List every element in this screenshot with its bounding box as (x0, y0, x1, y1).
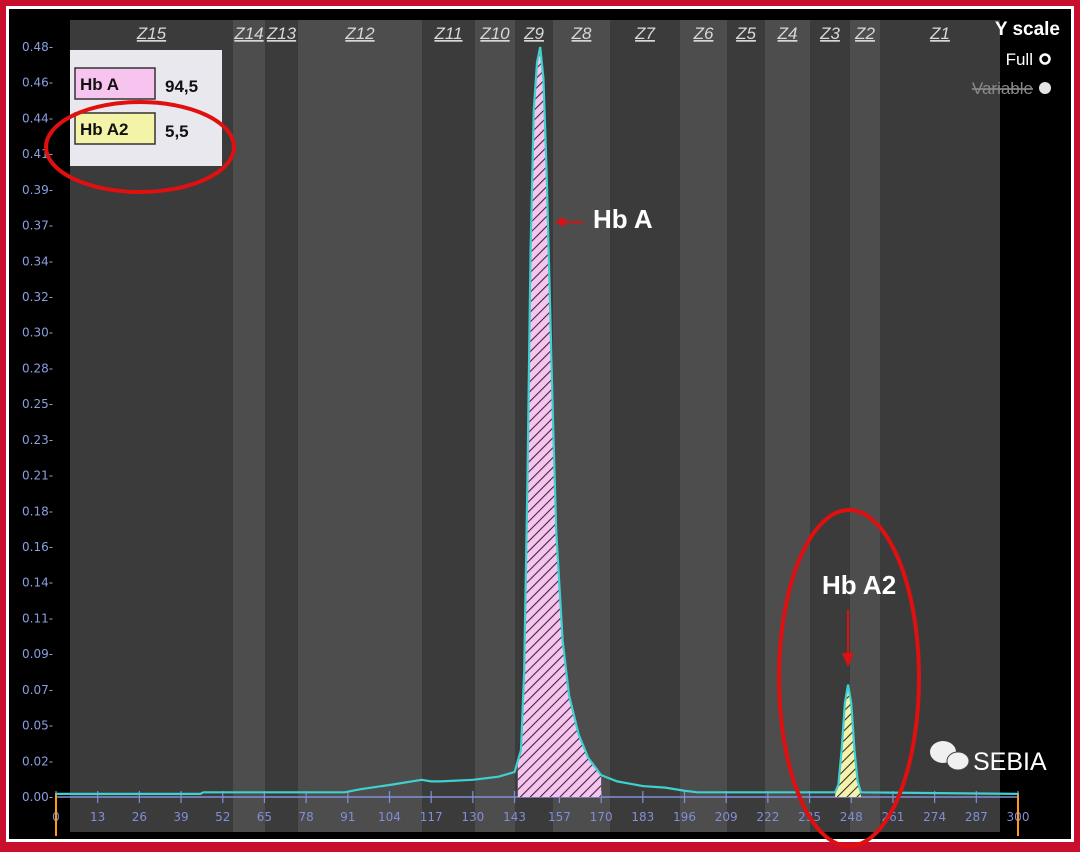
x-tick-label: 39 (173, 810, 188, 824)
annotation-hba2-label: Hb A2 (822, 570, 896, 600)
y-scale-variable-label[interactable]: Variable (972, 79, 1033, 98)
y-tick-label: 0.11- (22, 611, 53, 625)
zone-label-z13: Z13 (266, 24, 297, 43)
legend-label-hba: Hb A (80, 75, 119, 94)
x-tick-label: 248 (840, 810, 863, 824)
y-tick-label: 0.09- (22, 647, 53, 661)
legend-swatch-hba2 (74, 112, 156, 145)
y-scale-variable-radio[interactable]: Variable (972, 79, 1051, 98)
x-tick-label: 222 (756, 810, 779, 824)
peak-fill-hba-hatch (517, 47, 602, 797)
zone-label-z3: Z3 (819, 24, 840, 43)
zone-band-z4 (765, 20, 810, 832)
y-tick-label: 0.44- (22, 111, 53, 125)
zone-label-z15: Z15 (136, 24, 167, 43)
y-tick-label: 0.14- (22, 576, 53, 590)
y-tick-label: 0.46- (22, 76, 53, 90)
zone-band-z10 (475, 20, 515, 832)
y-tick-label: 0.18- (22, 504, 53, 518)
x-tick-label: 170 (590, 810, 613, 824)
x-tick-label: 274 (923, 810, 946, 824)
zone-label-z6: Z6 (693, 24, 714, 43)
zone-band-z6 (680, 20, 727, 832)
y-tick-label: 0.00- (22, 790, 53, 804)
y-tick-label: 0.48- (22, 40, 53, 54)
radio-variable-icon[interactable] (1039, 82, 1051, 94)
x-tick-label: 78 (298, 810, 313, 824)
y-tick-label: 0.32- (22, 290, 53, 304)
legend: Hb A 94,5 Hb A2 5,5 (70, 50, 222, 166)
electrophoresis-curve (56, 46, 1019, 795)
peak-fill-hba2-hatch (835, 684, 861, 797)
y-scale-full-radio[interactable]: Full (1006, 50, 1051, 69)
legend-label-hba2: Hb A2 (80, 120, 129, 139)
watermark-text: SEBIA (973, 748, 1047, 776)
annotation-hba2: Hb A2 (822, 570, 896, 667)
annotation-hba-label: Hb A (593, 204, 653, 234)
zone-label-z1: Z1 (929, 24, 950, 43)
zone-label-z12: Z12 (344, 24, 375, 43)
arrowhead-icon (842, 653, 854, 667)
zone-label-z14: Z14 (233, 24, 263, 43)
arrowhead-icon (555, 217, 565, 227)
zone-band-z12 (298, 20, 422, 832)
x-tick-label: 157 (548, 810, 571, 824)
y-tick-label: 0.28- (22, 361, 53, 375)
x-tick-label: 287 (965, 810, 988, 824)
y-tick-label: 0.16- (22, 540, 53, 554)
y-tick-label: 0.23- (22, 433, 53, 447)
radio-full-icon[interactable] (1039, 53, 1051, 65)
y-tick-label: 0.02- (22, 754, 53, 768)
legend-value-hba: 94,5 (165, 77, 198, 96)
x-tick-label: 143 (503, 810, 526, 824)
x-tick-label: 130 (461, 810, 484, 824)
legend-value-hba2: 5,5 (165, 122, 189, 141)
zone-label-z7: Z7 (634, 24, 655, 43)
y-tick-label: 0.39- (22, 183, 53, 197)
y-tick-label: 0.25- (22, 397, 53, 411)
y-scale-control: Y scale Full Variable (972, 19, 1060, 98)
zone-label-z5: Z5 (735, 24, 756, 43)
x-tick-label: 91 (340, 810, 355, 824)
legend-swatch-hba (74, 67, 156, 100)
zone-band-z13 (265, 20, 298, 832)
zone-label-z4: Z4 (777, 24, 798, 43)
y-tick-label: 0.30- (22, 326, 53, 340)
x-tick-label: 65 (257, 810, 272, 824)
x-tick-label: 52 (215, 810, 230, 824)
x-tick-label: 117 (420, 810, 443, 824)
x-tick-label: 104 (378, 810, 401, 824)
zone-label-z10: Z10 (479, 24, 510, 43)
y-tick-label: 0.37- (22, 219, 53, 233)
y-scale-title: Y scale (995, 19, 1060, 40)
zone-label-z9: Z9 (523, 24, 544, 43)
y-tick-label: 0.07- (22, 683, 53, 697)
zone-band-z2 (850, 20, 880, 832)
y-scale-full-label[interactable]: Full (1006, 50, 1033, 69)
highlight-ellipse-legend (44, 100, 236, 194)
y-tick-label: 0.34- (22, 254, 53, 268)
zone-band-z7 (610, 20, 680, 832)
x-tick-label: 209 (715, 810, 738, 824)
zone-label-z8: Z8 (571, 24, 592, 43)
zone-band-z1 (880, 20, 1000, 832)
zone-band-z3 (810, 20, 850, 832)
zone-band-z5 (727, 20, 765, 832)
zone-label-z11: Z11 (433, 24, 462, 43)
sebia-watermark: SEBIA (930, 741, 1047, 776)
zone-band-z14 (233, 20, 265, 832)
x-tick-label: 26 (132, 810, 147, 824)
y-tick-label: 0.05- (22, 719, 53, 733)
x-tick-label: 13 (90, 810, 105, 824)
chat-bubble-icon (946, 751, 970, 771)
x-tick-label: 196 (673, 810, 696, 824)
zone-band-z11 (422, 20, 475, 832)
highlight-ellipse-hba2 (777, 508, 921, 848)
zone-label-z2: Z2 (854, 24, 875, 43)
y-tick-label: 0.21- (22, 469, 53, 483)
x-tick-label: 183 (631, 810, 654, 824)
annotation-hba: Hb A (555, 204, 653, 234)
